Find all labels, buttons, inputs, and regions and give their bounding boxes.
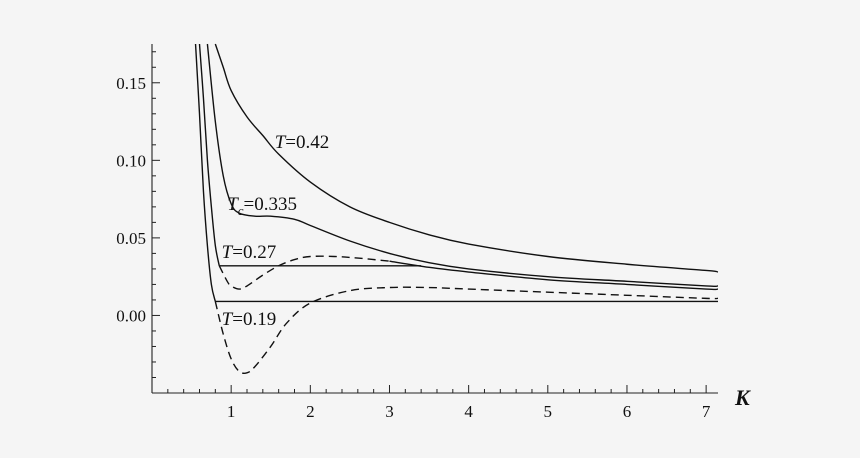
y-tick-label: 0.15 [116, 74, 146, 93]
solid-curve [194, 43, 217, 302]
curve-annotation: T=0.27 [222, 242, 277, 263]
curve-annotation: T=0.42 [275, 132, 330, 153]
curve-annotation: Tc=0.335 [227, 194, 297, 218]
solid-curve [206, 43, 719, 288]
y-tick-label: 0.05 [116, 229, 146, 248]
solid-curve [198, 43, 220, 266]
y-tick-label: 0.10 [116, 151, 146, 170]
x-tick-label: 6 [623, 402, 632, 421]
solid-curve [214, 43, 719, 273]
dashed-curve [218, 255, 390, 290]
x-tick-label: 3 [385, 402, 394, 421]
annotations-layer: T=0.42 Tc=0.335 T=0.27 T=0.19 [222, 132, 330, 330]
x-axis-label: K [734, 385, 751, 410]
y-tick-label: 0.00 [116, 306, 146, 325]
x-tick-label: 5 [544, 402, 553, 421]
x-tick-label: 4 [464, 402, 473, 421]
curves-layer [194, 43, 719, 374]
x-tick-label: 7 [702, 402, 711, 421]
solid-curve [389, 260, 719, 291]
x-tick-label: 2 [306, 402, 315, 421]
curve-annotation: T=0.19 [222, 309, 277, 330]
x-tick-label: 1 [227, 402, 236, 421]
dashed-curve [214, 286, 719, 374]
ticks-layer: 1 2 3 4 5 6 7 0.00 0.05 0.10 0.15 [116, 51, 711, 421]
